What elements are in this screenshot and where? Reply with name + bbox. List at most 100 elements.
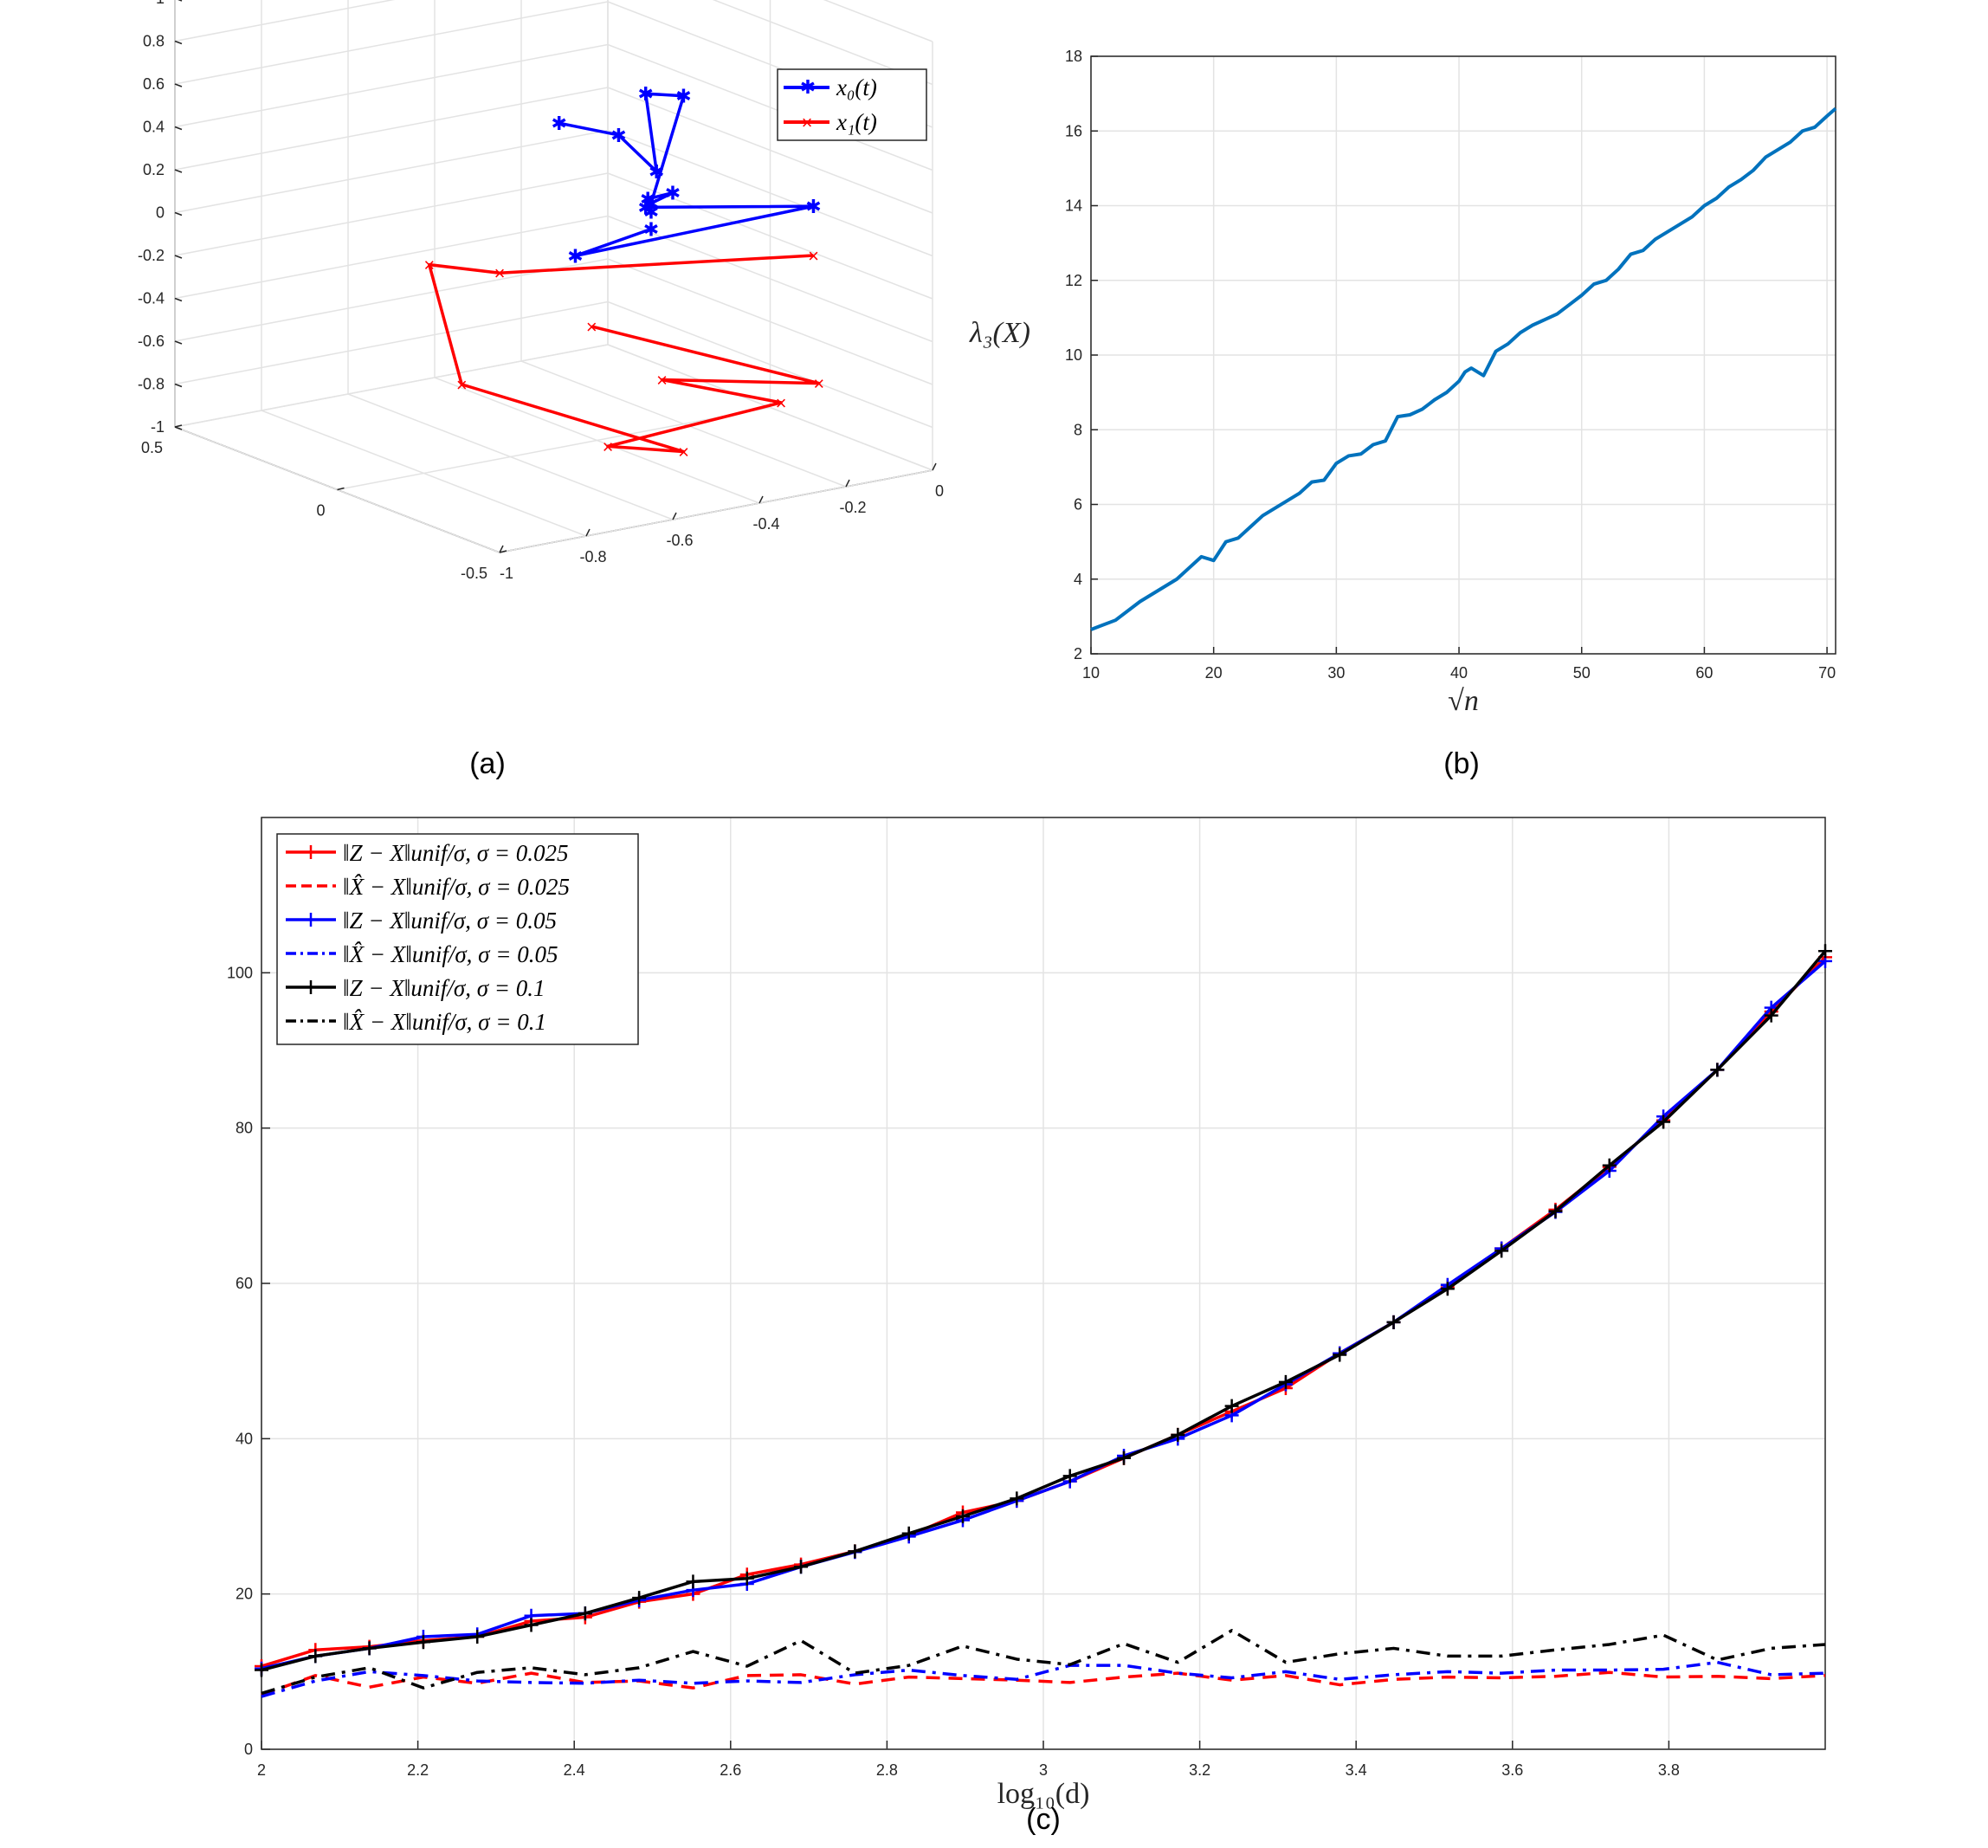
c-y-tick-label: 100 xyxy=(227,964,253,981)
a-z-tick-mark xyxy=(174,340,183,345)
a-x-tick-label: -1 xyxy=(500,565,513,582)
a-grid-line xyxy=(499,469,933,553)
c-legend-label-0: ‖Z − X‖unif/σ, σ = 0.025 xyxy=(343,840,569,866)
a-x-tick-label: 0 xyxy=(935,482,944,500)
c-x-tick-label: 2.8 xyxy=(876,1761,898,1779)
a-z-tick-mark xyxy=(174,211,183,216)
c-x-tick-label: 3.2 xyxy=(1189,1761,1210,1779)
c-series-marker xyxy=(1710,1063,1725,1077)
a-z-tick-label: -0.2 xyxy=(138,247,165,264)
b-y-tick-labels: 2 4 6 8 10 12 14 16 18 xyxy=(1065,48,1082,662)
panel-a-3d-plot: 10.80.60.40.20-0.2-0.4-0.6-0.8-1 -1-0.8-… xyxy=(138,0,944,780)
c-legend-marker-4 xyxy=(304,980,318,994)
c-series-marker xyxy=(255,1663,268,1677)
c-series-marker xyxy=(1010,1491,1024,1506)
c-legend: ‖Z − X‖unif/σ, σ = 0.025 ‖X̂ − X‖unif/σ,… xyxy=(276,833,639,1045)
a-series-marker: ✱ xyxy=(567,245,583,267)
a-grid-line xyxy=(174,172,609,256)
c-series-marker xyxy=(1171,1427,1185,1442)
c-x-tick-label: 3.4 xyxy=(1346,1761,1367,1779)
c-series-marker xyxy=(794,1560,809,1574)
c-series-marker xyxy=(1386,1315,1401,1329)
a-z-tick-mark xyxy=(174,40,183,45)
a-series-marker: × xyxy=(678,442,689,463)
b-series-line-0 xyxy=(1090,107,1837,631)
c-x-tick-label: 2 xyxy=(257,1761,266,1779)
a-z-tick-label: 1 xyxy=(156,0,165,7)
c-series-marker xyxy=(1764,1008,1778,1023)
c-legend-label-4: ‖Z − X‖unif/σ, σ = 0.1 xyxy=(343,975,545,1001)
c-series-marker xyxy=(686,1574,700,1589)
c-series-marker xyxy=(1333,1347,1347,1362)
c-x-tick-label: 3.6 xyxy=(1501,1761,1523,1779)
c-series-marker xyxy=(739,1571,754,1586)
a-series-marker: × xyxy=(423,255,435,276)
a-z-tick-label: 0.6 xyxy=(143,75,165,93)
a-y-tick-label: 0 xyxy=(316,502,325,520)
a-z-tick-label: 0.4 xyxy=(143,119,165,136)
a-x-tick-labels: -1 -0.8 -0.6 -0.4 -0.2 0 xyxy=(499,462,944,582)
b-y-tick-label: 6 xyxy=(1074,496,1082,514)
a-series-marker: ✱ xyxy=(643,219,659,241)
a-series-line-0 xyxy=(558,92,816,258)
c-series-marker xyxy=(1818,944,1832,959)
c-series-line-1 xyxy=(261,1670,1826,1696)
a-series-marker: ✱ xyxy=(640,189,655,210)
a-y-tick-mark xyxy=(337,487,345,491)
c-series-marker xyxy=(848,1544,862,1559)
a-x-tick-label: -0.8 xyxy=(579,548,606,565)
c-x-tick-label: 3.8 xyxy=(1658,1761,1680,1779)
a-series-marker: × xyxy=(776,392,787,414)
c-x-tick-labels: 2 2.2 2.4 2.6 2.8 3 3.2 3.4 3.6 3.8 xyxy=(257,1761,1680,1779)
c-legend-marker-0 xyxy=(304,845,318,859)
a-x-tick-mark xyxy=(932,462,937,471)
c-x-tick-label: 2.6 xyxy=(720,1761,741,1779)
c-series-marker xyxy=(1656,1115,1671,1129)
c-series-marker xyxy=(955,1509,970,1523)
c-legend-label-5: ‖X̂ − X‖unif/σ, σ = 0.1 xyxy=(343,1009,546,1035)
a-series: ✱✱✱✱ ✱✱ ✱✱✱✱ ✱✱✱×××××××× ×× xyxy=(423,83,824,462)
a-series-marker: × xyxy=(456,374,468,396)
a-series-marker: × xyxy=(656,370,668,391)
a-x-tick-mark xyxy=(845,479,850,488)
b-x-tick-labels: 10 20 30 40 50 60 70 xyxy=(1082,664,1836,682)
b-y-tick-label: 2 xyxy=(1074,645,1082,662)
a-grid-line xyxy=(174,258,609,342)
caption-a: (a) xyxy=(469,747,506,780)
a-y-tick-mark xyxy=(174,424,183,428)
b-y-tick-label: 4 xyxy=(1074,571,1082,588)
a-x-tick-mark xyxy=(758,495,764,504)
c-series-marker xyxy=(1062,1469,1077,1483)
c-y-tick-labels: 0 20 40 60 80 100 xyxy=(227,964,253,1758)
a-z-tick-label: 0.2 xyxy=(143,161,165,178)
c-series-marker xyxy=(1548,1204,1563,1218)
panel-c-plot: 2 2.2 2.4 2.6 2.8 3 3.2 3.4 3.6 3.8 020406080100 … xyxy=(227,817,1832,1836)
c-series-marker xyxy=(632,1591,647,1606)
a-series-line-1 xyxy=(428,254,821,454)
b-y-tick-label: 16 xyxy=(1065,122,1082,139)
c-series-marker xyxy=(578,1606,592,1621)
a-grid-line xyxy=(174,0,396,42)
c-y-tick-label: 20 xyxy=(236,1586,253,1603)
b-x-tick-label: 10 xyxy=(1082,664,1100,682)
a-z-tick-label: -1 xyxy=(151,418,165,436)
b-x-tick-label: 50 xyxy=(1573,664,1591,682)
caption-c: (c) xyxy=(1026,1803,1061,1836)
c-y-tick-label: 40 xyxy=(236,1430,253,1447)
a-x-tick-label: -0.2 xyxy=(839,499,866,516)
a-legend: ✱ x₀(t) × x₁(t) xyxy=(777,68,927,141)
c-y-tick-label: 60 xyxy=(236,1275,253,1292)
c-series-marker xyxy=(524,1618,539,1632)
a-series-marker: ✱ xyxy=(638,83,654,105)
a-grid-line xyxy=(174,344,609,428)
b-y-tick-label: 12 xyxy=(1065,272,1082,289)
a-z-tick-mark xyxy=(174,83,183,87)
a-y-tick-label: -0.5 xyxy=(461,565,487,582)
c-series-marker xyxy=(1602,1158,1617,1173)
c-series-line-4 xyxy=(261,950,1827,1672)
a-x-tick-label: -0.4 xyxy=(752,515,779,533)
a-grid-line xyxy=(174,43,609,128)
a-z-tick-labels: 1 0.8 0.6 0.4 0.2 0 -0.2 -0.4 -0.6 -0.8 -1 xyxy=(138,0,183,436)
a-grid-line xyxy=(823,0,933,42)
